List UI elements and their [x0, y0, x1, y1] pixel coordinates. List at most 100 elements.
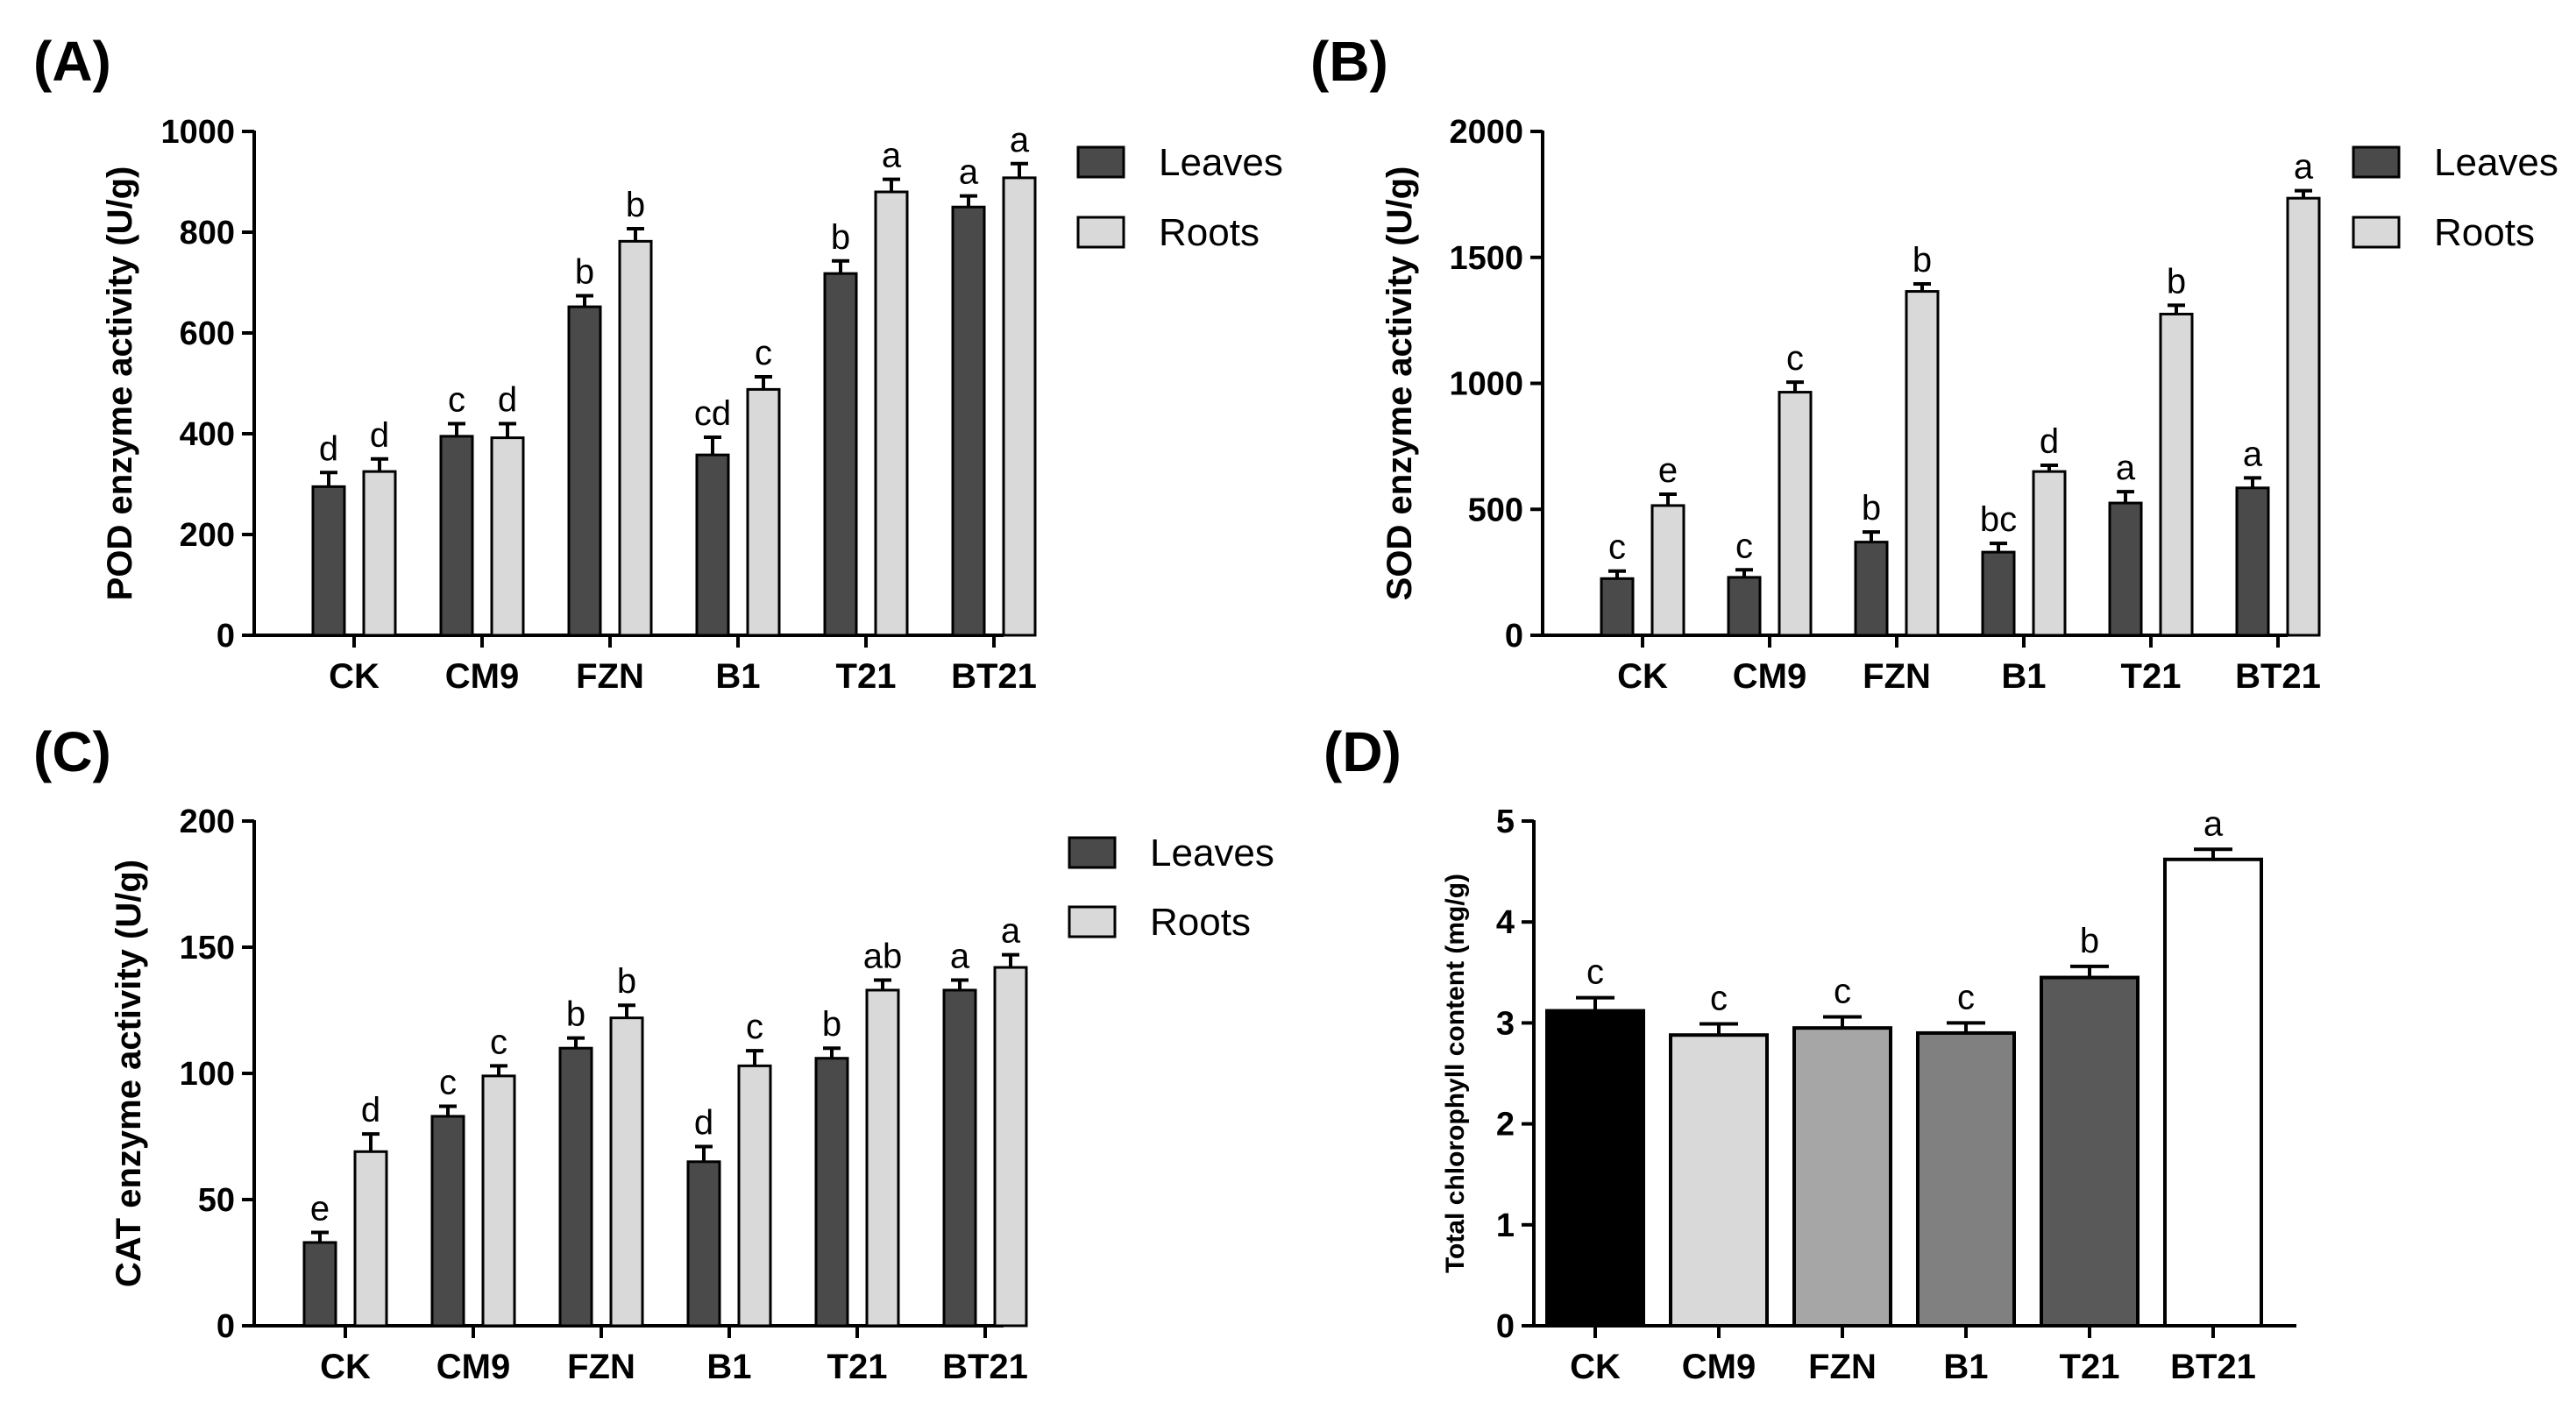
- y-tick-label: 0: [216, 618, 235, 655]
- x-category-label: FZN: [567, 1348, 635, 1386]
- x-category-label: CM9: [1733, 657, 1806, 696]
- bar-roots-b1: [746, 387, 781, 637]
- panel-label: (C): [33, 720, 111, 783]
- legend-swatch-leaves: [1076, 145, 1125, 179]
- x-category-label: T21: [827, 1348, 888, 1386]
- bar-fzn: [1792, 1026, 1892, 1328]
- y-tick-label: 0: [1505, 618, 1523, 655]
- significance-label: a: [1001, 912, 1021, 951]
- y-tick-label: 600: [180, 315, 235, 352]
- bar-roots-ck: [353, 1150, 388, 1328]
- significance-label: a: [882, 137, 902, 175]
- x-category-label: CK: [329, 657, 380, 696]
- bar-roots-ck: [1650, 504, 1685, 637]
- significance-label: c: [439, 1063, 457, 1101]
- x-category-label: BT21: [2235, 657, 2321, 696]
- y-tick-label: 3: [1496, 1005, 1515, 1042]
- significance-label: a: [1010, 121, 1030, 159]
- bar-leaves-t21: [823, 272, 858, 637]
- bar-roots-cm9: [490, 436, 525, 637]
- y-tick-label: 4: [1496, 904, 1515, 941]
- bar-roots-bt21: [993, 966, 1028, 1328]
- significance-label: bc: [1980, 500, 2017, 539]
- significance-label: d: [498, 381, 517, 420]
- legend-swatch-roots: [2352, 216, 2401, 249]
- y-tick-label: 1000: [160, 114, 235, 151]
- bar-leaves-b1: [695, 453, 730, 637]
- bar-b1: [1916, 1030, 2016, 1328]
- x-category-label: T21: [2060, 1348, 2120, 1386]
- significance-label: c: [1957, 978, 1975, 1016]
- x-category-label: BT21: [2170, 1348, 2256, 1386]
- bar-roots-b1: [737, 1064, 772, 1328]
- panel-b: (B) 0 500 1000 1500 2000 SOD enzyme activity (…: [1310, 30, 2558, 696]
- y-tick-label: 200: [180, 804, 235, 840]
- significance-label: a: [2116, 449, 2136, 487]
- significance-label: c: [448, 381, 465, 420]
- significance-label: d: [361, 1091, 380, 1129]
- bar-leaves-cm9: [439, 435, 474, 637]
- legend-swatch-leaves: [1068, 836, 1117, 869]
- x-category-label: CK: [1570, 1348, 1621, 1386]
- x-category-label: B1: [2001, 657, 2046, 696]
- bar-leaves-cm9: [430, 1115, 465, 1328]
- significance-label: e: [1658, 451, 1678, 490]
- x-category-label: B1: [1943, 1348, 1988, 1386]
- x-category-label: T21: [836, 657, 897, 696]
- bar-roots-fzn: [1905, 290, 1940, 637]
- panel-label: (A): [33, 30, 111, 93]
- bar-leaves-t21: [814, 1057, 849, 1328]
- x-category-label: T21: [2121, 657, 2182, 696]
- y-tick-label: 100: [180, 1056, 235, 1093]
- bar-leaves-bt21: [2235, 486, 2270, 637]
- bar-cm9: [1669, 1033, 1769, 1328]
- x-category-label: B1: [715, 657, 760, 696]
- bar-leaves-fzn: [558, 1046, 593, 1328]
- y-tick-label: 800: [180, 215, 235, 251]
- significance-label: c: [1586, 953, 1604, 992]
- bar-roots-t21: [2159, 312, 2194, 637]
- y-tick-label: 1000: [1449, 366, 1523, 403]
- significance-label: c: [1608, 528, 1626, 567]
- legend-label: Roots: [1150, 901, 1251, 944]
- significance-label: c: [1786, 339, 1804, 378]
- y-axis-label: Total chlorophyll content (mg/g): [1441, 874, 1470, 1273]
- y-tick-label: 150: [180, 930, 235, 966]
- y-tick-label: 400: [180, 416, 235, 453]
- significance-label: a: [2243, 435, 2263, 473]
- significance-label: ab: [863, 937, 903, 975]
- bar-ck: [1545, 1009, 1645, 1328]
- significance-label: a: [950, 937, 970, 975]
- significance-label: a: [2294, 148, 2314, 187]
- y-tick-label: 1: [1496, 1207, 1515, 1244]
- significance-label: c: [755, 334, 772, 372]
- significance-label: d: [370, 416, 389, 455]
- x-category-label: CM9: [1682, 1348, 1756, 1386]
- significance-label: a: [2203, 804, 2224, 843]
- y-axis-label: CAT enzyme activity (U/g): [110, 860, 148, 1287]
- y-tick-label: 200: [180, 517, 235, 554]
- significance-label: b: [2167, 262, 2186, 301]
- significance-label: cd: [694, 394, 731, 433]
- bar-leaves-b1: [1981, 550, 2016, 637]
- bar-leaves-t21: [2108, 501, 2143, 637]
- bar-leaves-b1: [686, 1160, 721, 1328]
- significance-label: d: [2040, 422, 2059, 461]
- legend-swatch-roots: [1068, 905, 1117, 938]
- bar-leaves-bt21: [951, 205, 986, 637]
- significance-label: b: [831, 218, 850, 257]
- significance-label: c: [1834, 972, 1851, 1010]
- y-tick-label: 0: [216, 1308, 235, 1345]
- bar-roots-cm9: [481, 1074, 516, 1328]
- significance-label: d: [319, 429, 338, 468]
- bar-roots-t21: [865, 988, 900, 1328]
- panel-c: (C) 0 50 100 150 200 CAT enzyme activity (U/g)…: [33, 720, 1274, 1386]
- bar-leaves-fzn: [1854, 541, 1889, 637]
- significance-label: a: [959, 153, 979, 192]
- significance-label: b: [1912, 241, 1932, 280]
- legend-label: Leaves: [2434, 141, 2558, 184]
- bar-roots-fzn: [618, 239, 653, 637]
- significance-label: e: [310, 1189, 330, 1228]
- x-category-label: BT21: [942, 1348, 1028, 1386]
- significance-label: b: [822, 1005, 841, 1044]
